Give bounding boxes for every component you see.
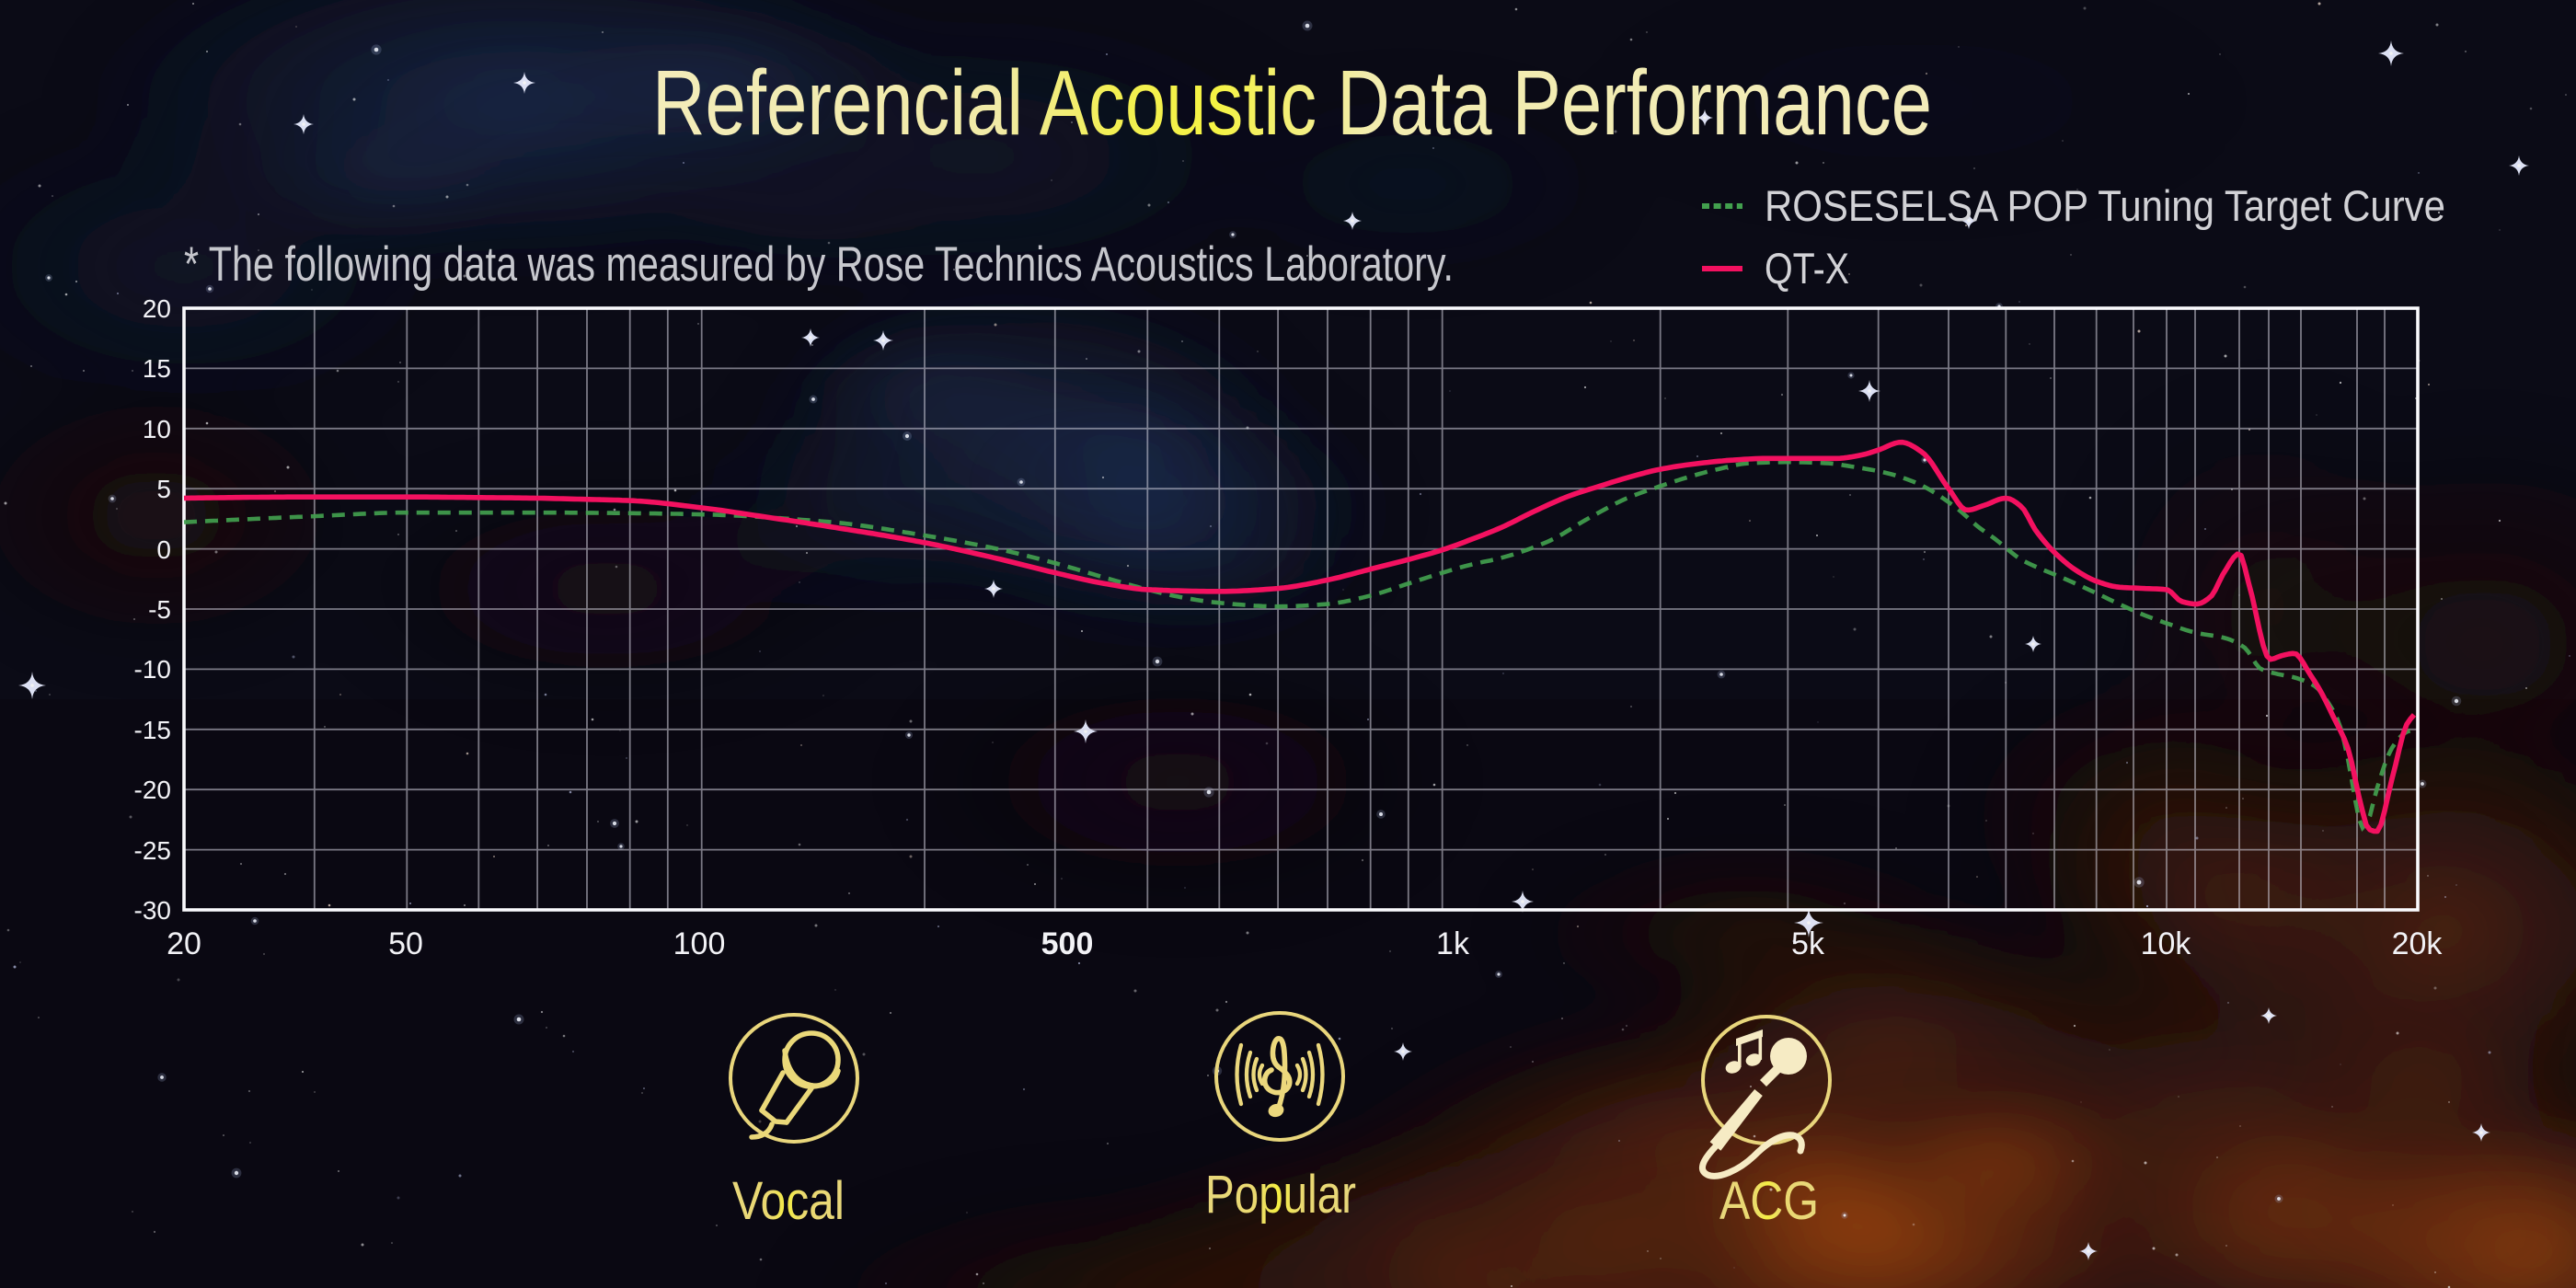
svg-text:10k: 10k	[2141, 926, 2192, 961]
svg-text:20: 20	[167, 926, 201, 961]
svg-text:500: 500	[1041, 926, 1094, 961]
svg-text:ROSESELSA POP Tuning Target Cu: ROSESELSA POP Tuning Target Curve	[1765, 181, 2445, 230]
svg-text:-20: -20	[134, 776, 171, 804]
svg-text:-15: -15	[134, 716, 171, 744]
svg-text:1k: 1k	[1436, 926, 1470, 961]
svg-text:10: 10	[143, 415, 171, 443]
svg-text:-5: -5	[148, 595, 171, 624]
svg-text:ACG: ACG	[1719, 1171, 1819, 1231]
svg-text:100: 100	[673, 926, 726, 961]
svg-text:20: 20	[143, 294, 171, 323]
svg-text:-25: -25	[134, 836, 171, 865]
svg-text:Popular: Popular	[1205, 1165, 1356, 1225]
svg-text:* The following data was measu: * The following data was measured by Ros…	[184, 237, 1454, 292]
svg-text:20k: 20k	[2392, 926, 2444, 961]
svg-text:-10: -10	[134, 655, 171, 684]
svg-text:QT-X: QT-X	[1765, 244, 1849, 293]
svg-text:Referencial Acoustic Data Perf: Referencial Acoustic Data Performance	[652, 52, 1932, 155]
svg-text:15: 15	[143, 354, 171, 383]
svg-text:-30: -30	[134, 896, 171, 925]
svg-text:5k: 5k	[1791, 926, 1825, 961]
svg-text:Vocal: Vocal	[732, 1171, 845, 1231]
svg-text:0: 0	[156, 535, 171, 564]
svg-text:5: 5	[156, 475, 171, 503]
svg-text:50: 50	[388, 926, 423, 961]
